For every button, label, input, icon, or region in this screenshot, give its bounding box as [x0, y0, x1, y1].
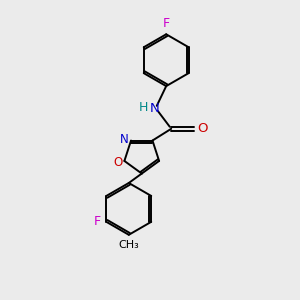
Text: F: F [163, 17, 170, 30]
Text: O: O [198, 122, 208, 135]
Text: N: N [150, 102, 160, 115]
Text: CH₃: CH₃ [118, 239, 139, 250]
Text: O: O [113, 156, 122, 169]
Text: H: H [139, 101, 148, 114]
Text: N: N [120, 133, 129, 146]
Text: F: F [93, 215, 100, 228]
